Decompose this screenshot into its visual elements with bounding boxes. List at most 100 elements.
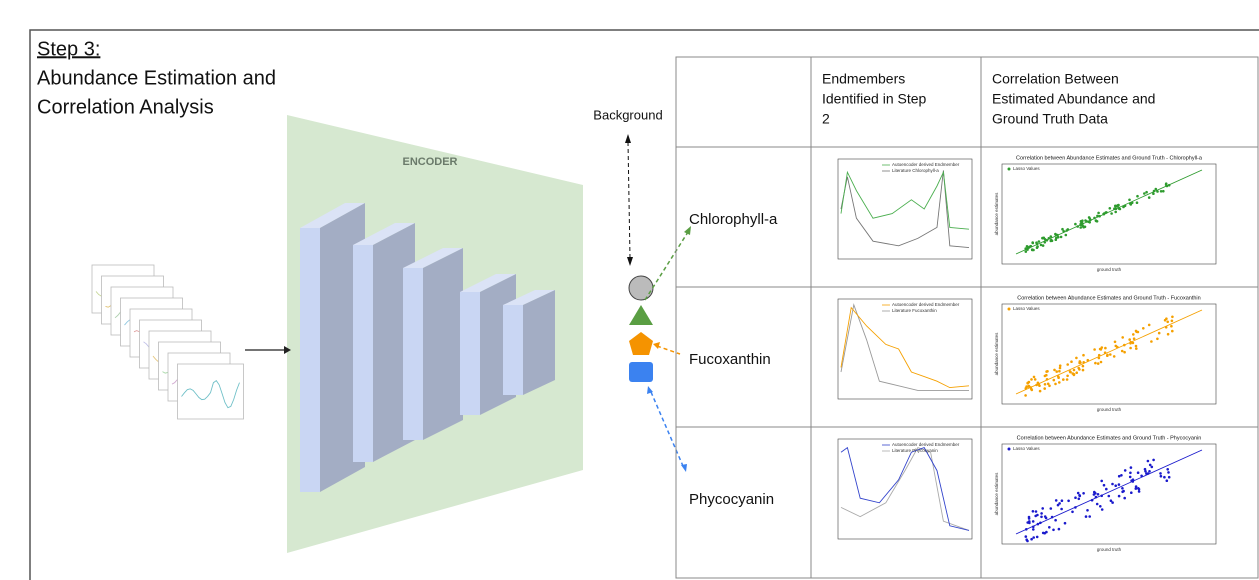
scatter-point — [1025, 535, 1028, 538]
scatter-point — [1062, 378, 1065, 381]
scatter-point — [1046, 378, 1049, 381]
title-line: Correlation Analysis — [37, 96, 214, 118]
plot-title: Correlation between Abundance Estimates … — [1017, 435, 1202, 441]
background-icon — [629, 276, 653, 300]
scatter-point — [1133, 337, 1136, 340]
scatter-point — [1163, 476, 1166, 479]
scatter-point — [1104, 351, 1107, 354]
scatter-point — [1034, 378, 1037, 381]
scatter-point — [1130, 491, 1133, 494]
scatter-point — [1030, 538, 1033, 541]
scatter-point — [1170, 325, 1173, 328]
scatter-point — [1078, 498, 1081, 501]
scatter-point — [1065, 234, 1068, 237]
endmember-plot — [838, 159, 972, 259]
scatter-point — [1037, 523, 1040, 526]
scatter-point — [1145, 191, 1148, 194]
scatter-point — [1121, 350, 1124, 353]
scatter-point — [1151, 466, 1154, 469]
scatter-point — [1036, 246, 1039, 249]
arrow-head — [653, 342, 660, 349]
column-header: Identified in Step — [822, 91, 927, 107]
scatter-point — [1114, 205, 1117, 208]
scatter-point — [1118, 483, 1121, 486]
scatter-point — [1115, 345, 1118, 348]
scatter-point — [1055, 370, 1058, 373]
scatter-point — [1100, 361, 1103, 364]
scatter-point — [1032, 520, 1035, 523]
scatter-point — [1113, 207, 1116, 210]
scatter-point — [1101, 508, 1104, 511]
scatter-point — [1065, 229, 1068, 232]
scatter-point — [1066, 375, 1069, 378]
scatter-point — [1159, 472, 1162, 475]
scatter-point — [1109, 207, 1112, 210]
arrow-head — [681, 464, 687, 472]
scatter-point — [1097, 362, 1100, 365]
scatter-point — [1028, 522, 1031, 525]
scatter-point — [1031, 248, 1034, 251]
scatter-point — [1077, 492, 1080, 495]
scatter-point — [1117, 204, 1120, 207]
scatter-point — [1099, 505, 1102, 508]
column-header: Ground Truth Data — [992, 111, 1108, 127]
scatter-point — [1110, 499, 1113, 502]
scatter-point — [1061, 499, 1064, 502]
layer-front — [460, 292, 480, 415]
scatter-point — [1039, 522, 1042, 525]
title-line: Abundance Estimation and — [37, 67, 276, 89]
column-header: Estimated Abundance and — [992, 91, 1155, 107]
scatter-point — [1078, 362, 1081, 365]
scatter-point — [1073, 369, 1076, 372]
row-label: Fucoxanthin — [689, 351, 771, 368]
scatter-point — [1096, 215, 1099, 218]
scatter-point — [1119, 208, 1122, 211]
scatter-point — [1108, 495, 1111, 498]
scatter-point — [1064, 522, 1067, 525]
arrow-head — [625, 134, 631, 143]
scatter-point — [1166, 321, 1169, 324]
input-spectra — [92, 265, 244, 419]
scatter-point — [1167, 471, 1170, 474]
scatter-point — [1100, 480, 1103, 483]
scatter-point — [1166, 479, 1169, 482]
legend-entry: Lasso Values — [1013, 166, 1040, 171]
scatter-point — [1152, 459, 1155, 462]
scatter-point — [1080, 220, 1083, 223]
y-axis-label: abundance estimates — [994, 192, 999, 236]
scatter-point — [1124, 205, 1127, 208]
legend-entry: Literature Chlorophyll-a — [892, 168, 939, 173]
scatter-point — [1093, 348, 1096, 351]
scatter-point — [1044, 375, 1047, 378]
scatter-point — [1123, 351, 1126, 354]
fucoxanthin-arrow — [657, 346, 680, 354]
scatter-point — [1041, 507, 1044, 510]
scatter-point — [1039, 390, 1042, 393]
scatter-point — [1128, 338, 1131, 341]
correlation-plot — [1002, 304, 1216, 404]
scatter-point — [1111, 483, 1114, 486]
scatter-point — [1032, 242, 1035, 245]
scatter-point — [1094, 362, 1097, 365]
phycocyanin-arrow — [651, 392, 683, 466]
background-arrow — [628, 142, 630, 258]
scatter-point — [1158, 332, 1161, 335]
endmember-plot — [838, 299, 972, 399]
scatter-point — [1059, 367, 1062, 370]
scatter-point — [1160, 475, 1163, 478]
scatter-point — [1100, 495, 1103, 498]
scatter-point — [1128, 199, 1131, 202]
legend-entry: Autoencoder derived Endmember — [892, 442, 960, 447]
scatter-point — [1043, 387, 1046, 390]
legend-marker — [1008, 308, 1011, 311]
scatter-point — [1036, 536, 1039, 539]
scatter-point — [1135, 330, 1138, 333]
legend-marker — [1008, 168, 1011, 171]
scatter-point — [1148, 324, 1151, 327]
chlorophyll-icon — [629, 305, 653, 325]
legend-entry: Autoencoder derived Endmember — [892, 302, 960, 307]
scatter-point — [1050, 235, 1053, 238]
x-axis-label: ground truth — [1097, 547, 1122, 552]
legend-entry: Literature Fucoxanthin — [892, 308, 937, 313]
y-axis-label: abundance estimates — [994, 472, 999, 516]
